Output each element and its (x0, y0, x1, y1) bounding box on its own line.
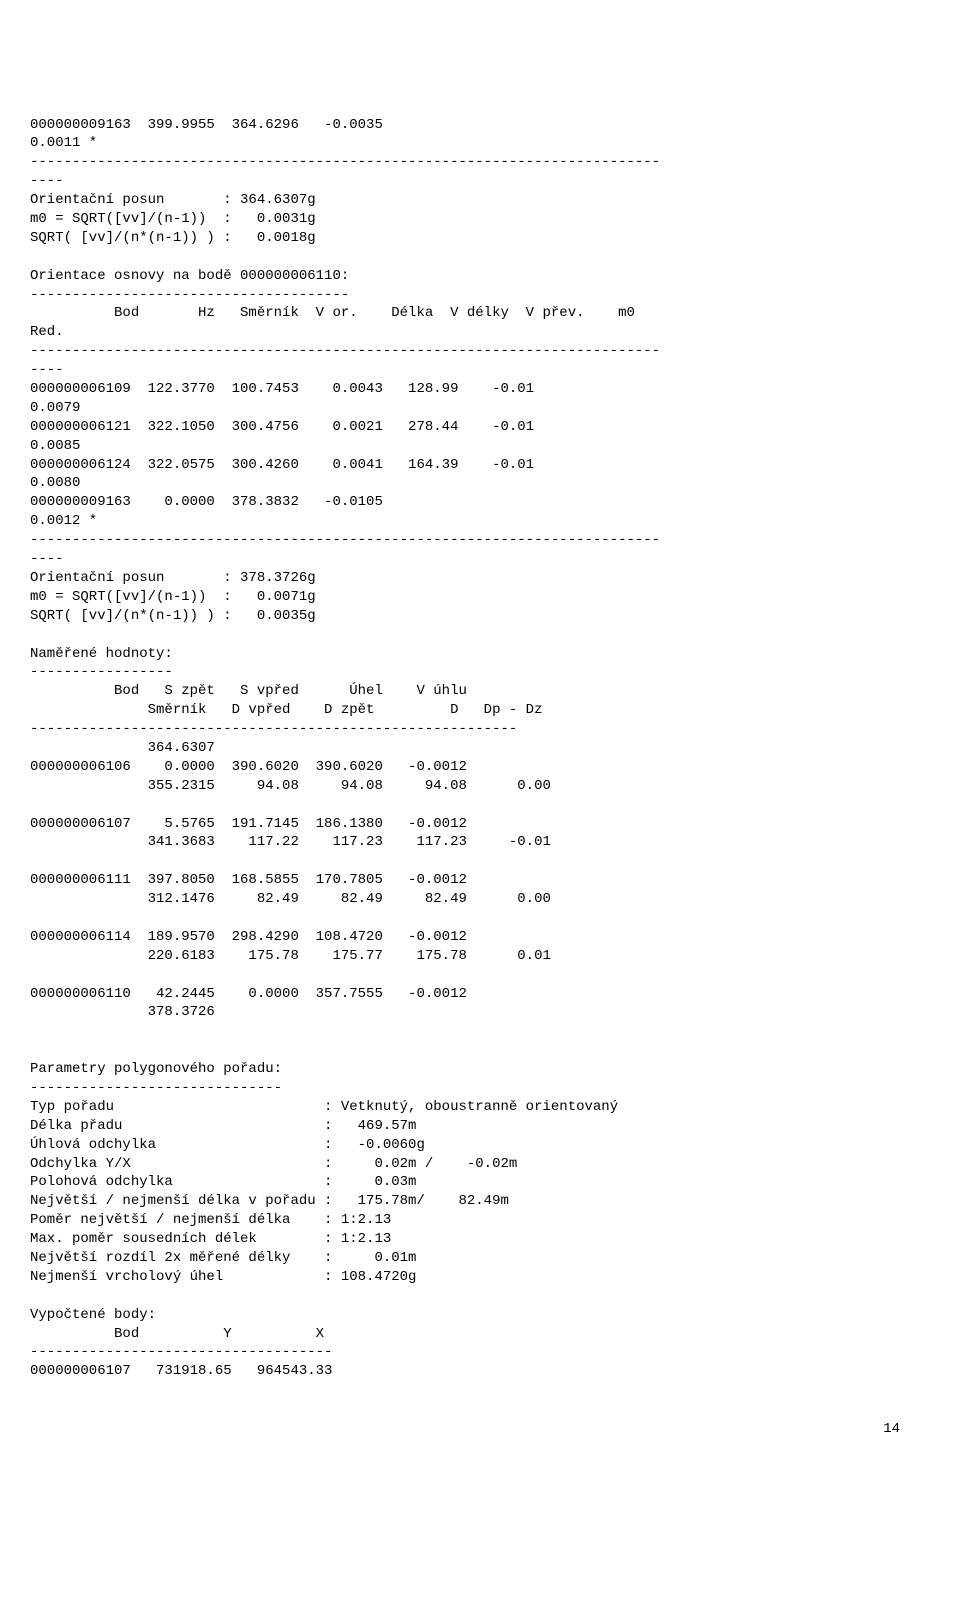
line: 364.6307 (30, 740, 215, 756)
line: Polohová odchylka : 0.03m (30, 1174, 416, 1190)
line: 355.2315 94.08 94.08 94.08 0.00 (30, 778, 551, 794)
line: 000000006124 322.0575 300.4260 0.0041 16… (30, 457, 534, 473)
line: Vypočtené body: (30, 1307, 156, 1323)
line: Největší / nejmenší délka v pořadu : 175… (30, 1193, 509, 1209)
line: Směrník D vpřed D zpět D Dp - Dz (30, 702, 542, 718)
line: 000000006114 189.9570 298.4290 108.4720 … (30, 929, 467, 945)
line: ------------------------------ (30, 1080, 282, 1096)
line: Orientace osnovy na bodě 000000006110: (30, 268, 349, 284)
line: Nejmenší vrcholový úhel : 108.4720g (30, 1269, 416, 1285)
line: 378.3726 (30, 1004, 215, 1020)
line: ----------------------------------------… (30, 721, 517, 737)
line: 000000006107 5.5765 191.7145 186.1380 -0… (30, 816, 467, 832)
line: SQRT( [vv]/(n*(n-1)) ) : 0.0018g (30, 230, 316, 246)
line: Bod Y X (30, 1326, 324, 1342)
line: m0 = SQRT([vv]/(n-1)) : 0.0071g (30, 589, 316, 605)
line: Největší rozdíl 2x měřené délky : 0.01m (30, 1250, 416, 1266)
line: -------------------------------------- (30, 287, 349, 303)
page-number: 14 (30, 1420, 930, 1439)
line: ----------------------------------------… (30, 154, 660, 170)
line: 000000009163 399.9955 364.6296 -0.0035 (30, 117, 383, 133)
line: Parametry polygonového pořadu: (30, 1061, 282, 1077)
line: 0.0079 (30, 400, 80, 416)
line: 341.3683 117.22 117.23 117.23 -0.01 (30, 834, 551, 850)
line: 000000006121 322.1050 300.4756 0.0021 27… (30, 419, 534, 435)
line: Orientační posun : 364.6307g (30, 192, 316, 208)
line: 000000009163 0.0000 378.3832 -0.0105 (30, 494, 383, 510)
line: ----------------------------------------… (30, 532, 660, 548)
line: Bod Hz Směrník V or. Délka V délky V pře… (30, 305, 635, 321)
line: ---- (30, 551, 64, 567)
line: Úhlová odchylka : -0.0060g (30, 1137, 425, 1153)
line: Orientační posun : 378.3726g (30, 570, 316, 586)
line: 0.0012 * (30, 513, 97, 529)
line: 0.0080 (30, 475, 80, 491)
doc-section-1: 000000009163 399.9955 364.6296 -0.0035 0… (30, 116, 930, 1382)
line: Poměr největší / nejmenší délka : 1:2.13 (30, 1212, 391, 1228)
line: m0 = SQRT([vv]/(n-1)) : 0.0031g (30, 211, 316, 227)
line: Odchylka Y/X : 0.02m / -0.02m (30, 1156, 517, 1172)
line: 000000006111 397.8050 168.5855 170.7805 … (30, 872, 467, 888)
line: Délka přadu : 469.57m (30, 1118, 416, 1134)
line: 000000006107 731918.65 964543.33 (30, 1363, 332, 1379)
line: 000000006110 42.2445 0.0000 357.7555 -0.… (30, 986, 467, 1002)
line: 000000006106 0.0000 390.6020 390.6020 -0… (30, 759, 467, 775)
line: 0.0085 (30, 438, 80, 454)
line: ------------------------------------ (30, 1344, 332, 1360)
line: ----------------------------------------… (30, 343, 660, 359)
line: ----------------- (30, 664, 173, 680)
line: 312.1476 82.49 82.49 82.49 0.00 (30, 891, 551, 907)
line: Max. poměr sousedních délek : 1:2.13 (30, 1231, 391, 1247)
line: 0.0011 * (30, 135, 97, 151)
line: SQRT( [vv]/(n*(n-1)) ) : 0.0035g (30, 608, 316, 624)
line: ---- (30, 173, 64, 189)
line: Red. (30, 324, 64, 340)
line: 220.6183 175.78 175.77 175.78 0.01 (30, 948, 551, 964)
line: ---- (30, 362, 64, 378)
line: Bod S zpět S vpřed Úhel V úhlu (30, 683, 467, 699)
line: Typ pořadu : Vetknutý, oboustranně orien… (30, 1099, 618, 1115)
line: 000000006109 122.3770 100.7453 0.0043 12… (30, 381, 534, 397)
line: Naměřené hodnoty: (30, 646, 173, 662)
